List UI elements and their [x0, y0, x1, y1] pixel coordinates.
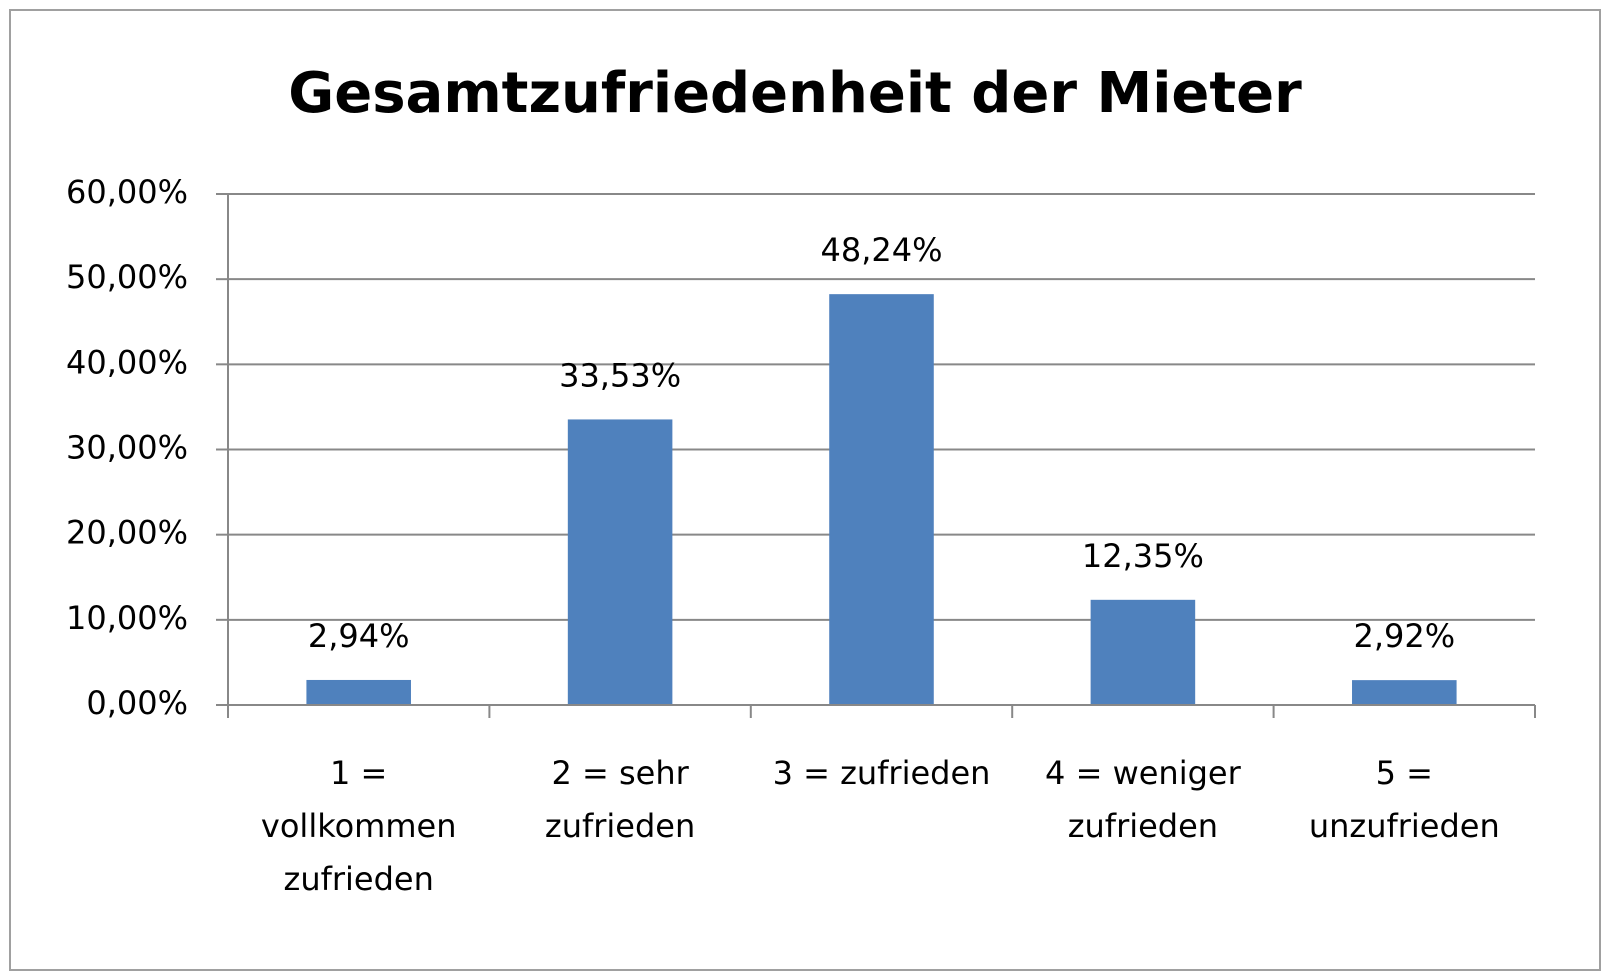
- y-tick-label: 40,00%: [66, 343, 188, 381]
- x-tick-label: zufrieden: [284, 860, 434, 898]
- data-label: 12,35%: [1082, 537, 1204, 575]
- x-tick-label: vollkommen: [261, 807, 457, 845]
- y-tick-label: 30,00%: [66, 429, 188, 467]
- data-label: 33,53%: [559, 356, 681, 394]
- chart-frame: [9, 9, 1601, 971]
- y-tick-label: 10,00%: [66, 599, 188, 637]
- data-label: 2,94%: [308, 617, 410, 655]
- y-tick-label: 0,00%: [86, 684, 188, 722]
- y-tick-label: 20,00%: [66, 514, 188, 552]
- x-tick-label: zufrieden: [1068, 807, 1218, 845]
- bar: [1090, 599, 1196, 705]
- x-tick-label: 4 = weniger: [1045, 754, 1242, 792]
- bar: [829, 294, 934, 705]
- x-tick-label: unzufrieden: [1309, 807, 1500, 845]
- x-tick-label: 5 =: [1376, 754, 1433, 792]
- y-tick-label: 60,00%: [66, 173, 188, 211]
- x-tick-label: zufrieden: [545, 807, 695, 845]
- data-label: 48,24%: [820, 231, 942, 269]
- x-tick-label: 1 =: [330, 754, 387, 792]
- x-tick-label: 2 = sehr: [551, 754, 689, 792]
- x-tick-label: 3 = zufrieden: [773, 754, 991, 792]
- y-tick-label: 50,00%: [66, 258, 188, 296]
- bar: [567, 419, 673, 705]
- bar: [306, 679, 411, 705]
- data-label: 2,92%: [1353, 617, 1455, 655]
- chart-title: Gesamtzufriedenheit der Mieter: [288, 61, 1302, 126]
- bar: [1352, 680, 1457, 705]
